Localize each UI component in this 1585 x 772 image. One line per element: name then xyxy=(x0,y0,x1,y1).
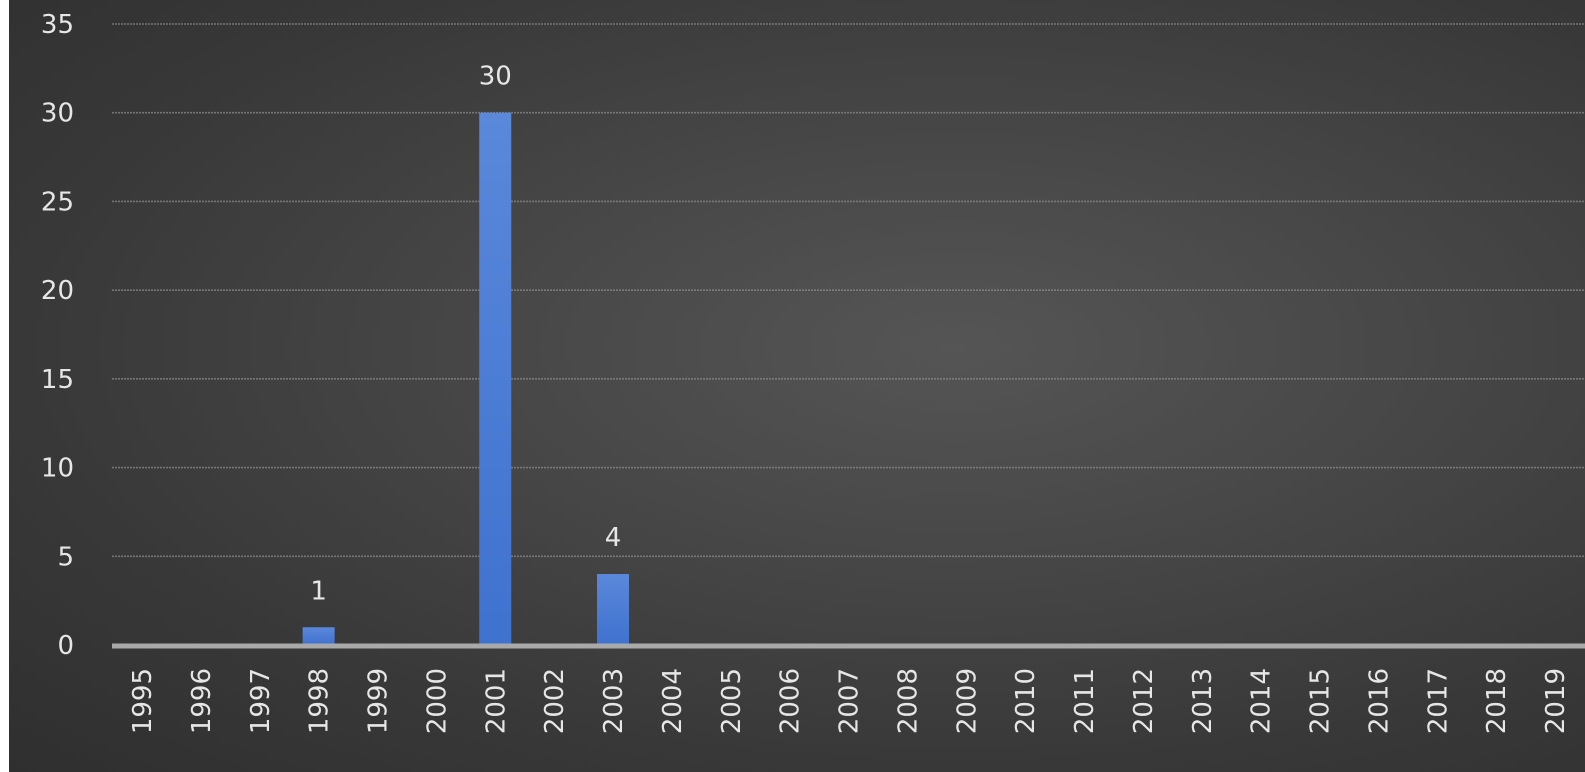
x-tick-label: 2018 xyxy=(1482,668,1512,734)
x-tick-label: 1995 xyxy=(128,668,158,734)
chart-background xyxy=(9,0,1585,772)
gridlines xyxy=(112,23,1585,558)
x-tick-label: 1997 xyxy=(246,668,276,734)
data-label: 4 xyxy=(605,523,622,553)
x-tick-label: 1996 xyxy=(187,668,217,734)
x-tick-label: 2000 xyxy=(422,668,452,734)
y-tick-label: 20 xyxy=(41,276,74,306)
x-tick-label: 2014 xyxy=(1247,668,1277,734)
x-axis-tick-labels: 1995 1996 1997 1998 1999 2000 2001 2002 2003 2004… xyxy=(128,668,1571,734)
y-tick-label: 15 xyxy=(41,365,74,395)
x-tick-label: 2002 xyxy=(540,668,570,734)
y-tick-label: 35 xyxy=(41,10,74,40)
data-labels: 1 30 4 xyxy=(310,62,621,607)
x-tick-label: 2016 xyxy=(1364,668,1394,734)
x-tick-label: 2019 xyxy=(1541,668,1571,734)
y-axis-tick-labels: 0 5 10 15 20 25 30 35 xyxy=(41,10,74,661)
x-tick-label: 2017 xyxy=(1423,668,1453,734)
x-tick-label: 2015 xyxy=(1306,668,1336,734)
y-tick-label: 0 xyxy=(57,631,74,661)
data-label: 1 xyxy=(310,576,327,606)
x-tick-label: 2006 xyxy=(776,668,806,734)
bars xyxy=(302,112,629,645)
bar xyxy=(597,574,629,645)
x-tick-label: 2009 xyxy=(952,668,982,734)
x-tick-label: 2008 xyxy=(893,668,923,734)
y-tick-label: 5 xyxy=(57,542,74,572)
bar xyxy=(302,627,335,645)
x-tick-label: 2013 xyxy=(1188,668,1218,734)
x-tick-label: 2003 xyxy=(599,668,629,734)
x-tick-label: 2005 xyxy=(717,668,747,734)
x-tick-label: 2010 xyxy=(1011,668,1041,734)
x-tick-label: 1999 xyxy=(364,668,394,734)
y-tick-label: 25 xyxy=(41,187,74,217)
x-tick-label: 2004 xyxy=(658,668,688,734)
y-tick-label: 10 xyxy=(41,454,74,484)
data-label: 30 xyxy=(479,62,512,92)
y-tick-label: 30 xyxy=(41,99,74,129)
x-tick-label: 1998 xyxy=(305,668,335,734)
x-tick-label: 2007 xyxy=(835,668,865,734)
bar xyxy=(479,112,512,645)
x-tick-label: 2001 xyxy=(481,668,511,734)
x-tick-label: 2011 xyxy=(1070,668,1100,734)
x-tick-label: 2012 xyxy=(1129,668,1159,734)
